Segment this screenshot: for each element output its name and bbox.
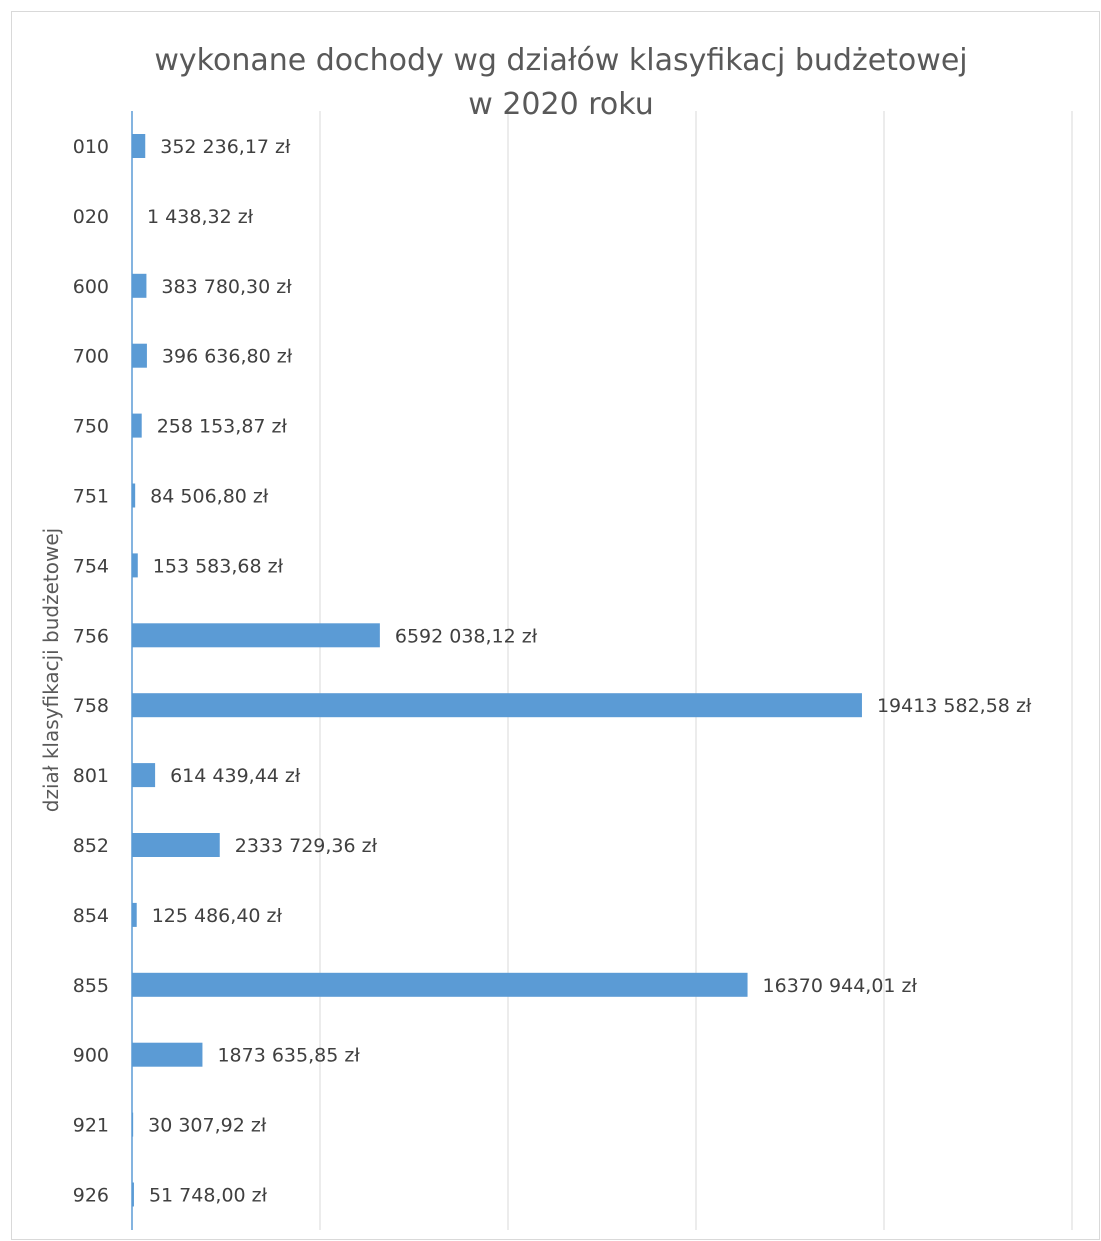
data-label-926: 51 748,00 zł bbox=[149, 1185, 268, 1207]
category-tick-854: 854 bbox=[73, 905, 109, 927]
category-tick-852: 852 bbox=[73, 835, 109, 857]
data-label-900: 1873 635,85 zł bbox=[217, 1045, 360, 1067]
chart-title: wykonane dochody wg działów klasyfikacj … bbox=[154, 43, 967, 78]
bar-700 bbox=[132, 343, 147, 368]
data-label-750: 258 153,87 zł bbox=[157, 416, 288, 438]
category-tick-926: 926 bbox=[73, 1185, 109, 1207]
bar-756 bbox=[132, 623, 380, 648]
bar-852 bbox=[132, 833, 220, 857]
bar-751 bbox=[132, 483, 136, 508]
data-label-751: 84 506,80 zł bbox=[150, 486, 269, 508]
grid-lines bbox=[319, 111, 1073, 1230]
y-axis-label: dział klasyfikacji budżetowej bbox=[39, 528, 63, 812]
category-tick-756: 756 bbox=[73, 625, 109, 647]
bar-801 bbox=[132, 763, 156, 788]
bar-010 bbox=[132, 134, 146, 158]
data-label-758: 19413 582,58 zł bbox=[877, 695, 1032, 717]
bar-750 bbox=[132, 413, 142, 438]
category-tick-758: 758 bbox=[73, 695, 109, 717]
category-tick-010: 010 bbox=[73, 136, 109, 158]
category-tick-921: 921 bbox=[73, 1115, 109, 1137]
bar-600 bbox=[132, 273, 147, 298]
data-label-801: 614 439,44 zł bbox=[170, 765, 301, 787]
data-label-754: 153 583,68 zł bbox=[153, 555, 284, 577]
data-label-854: 125 486,40 zł bbox=[152, 905, 283, 927]
data-labels: 352 236,17 zł 1 438,32 zł 383 780,30 zł 396… bbox=[147, 136, 1032, 1207]
data-label-020: 1 438,32 zł bbox=[147, 206, 254, 228]
category-tick-900: 900 bbox=[73, 1045, 109, 1067]
chart-subtitle: w 2020 roku bbox=[468, 87, 653, 122]
category-tick-750: 750 bbox=[73, 416, 109, 438]
category-tick-751: 751 bbox=[73, 486, 109, 508]
category-tick-801: 801 bbox=[73, 765, 109, 787]
category-tick-855: 855 bbox=[73, 975, 109, 997]
bar-758 bbox=[132, 693, 862, 718]
bar-855 bbox=[132, 972, 748, 997]
data-label-010: 352 236,17 zł bbox=[160, 136, 291, 158]
bars-group bbox=[132, 134, 862, 1207]
bar-754 bbox=[132, 553, 138, 578]
category-tick-700: 700 bbox=[73, 346, 109, 368]
category-tick-600: 600 bbox=[73, 276, 109, 298]
category-ticks: 010 020 600 700 750 751 754 756 758 801 852 854 855 9… bbox=[73, 136, 109, 1207]
bar-926 bbox=[132, 1182, 134, 1207]
bar-854 bbox=[132, 902, 137, 927]
data-label-855: 16370 944,01 zł bbox=[763, 975, 918, 997]
data-label-700: 396 636,80 zł bbox=[162, 346, 293, 368]
data-label-756: 6592 038,12 zł bbox=[395, 625, 538, 647]
data-label-852: 2333 729,36 zł bbox=[235, 835, 378, 857]
category-tick-020: 020 bbox=[73, 206, 109, 228]
data-label-921: 30 307,92 zł bbox=[148, 1115, 267, 1137]
data-label-600: 383 780,30 zł bbox=[161, 276, 292, 298]
bar-900 bbox=[132, 1042, 203, 1067]
category-tick-754: 754 bbox=[73, 555, 109, 577]
